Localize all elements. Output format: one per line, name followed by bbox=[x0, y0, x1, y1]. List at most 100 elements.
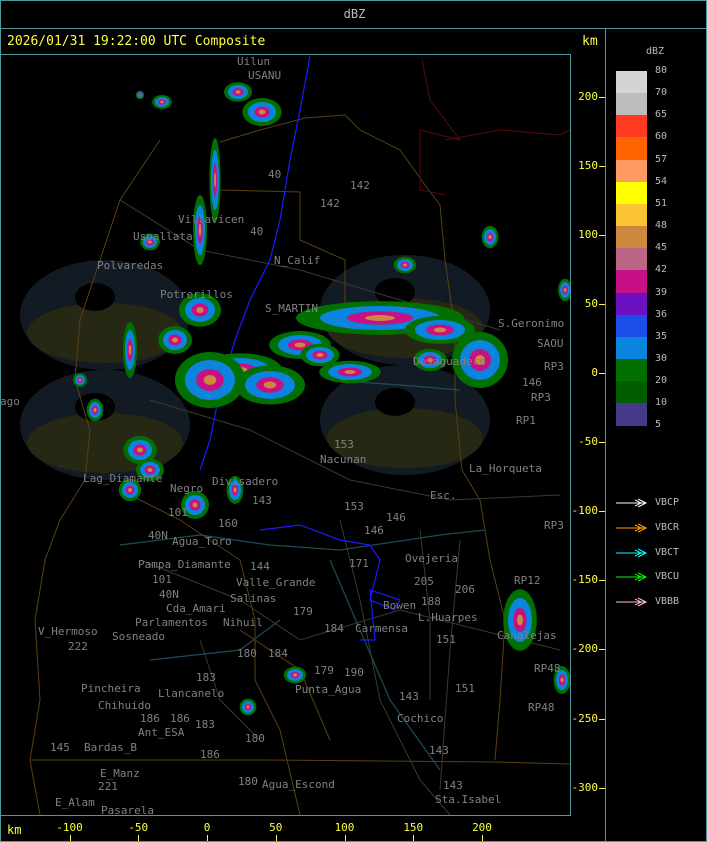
place-label: 180 bbox=[245, 732, 265, 745]
place-label: 205 bbox=[414, 575, 434, 588]
place-label: RP3 bbox=[544, 360, 564, 373]
color-swatch bbox=[616, 403, 647, 426]
place-label: 180 bbox=[238, 775, 258, 788]
place-label: 183 bbox=[196, 671, 216, 684]
radar-name[interactable]: VBCP bbox=[655, 497, 680, 508]
place-label: RP48 bbox=[534, 662, 561, 675]
x-tick-label: -50 bbox=[128, 821, 149, 834]
place-label: Bardas_B bbox=[84, 741, 137, 754]
place-label: RP12 bbox=[514, 574, 541, 587]
y-tick bbox=[599, 234, 605, 236]
place-label: 40N bbox=[148, 529, 168, 542]
place-label: 143 bbox=[429, 744, 449, 757]
place-label: RP3 bbox=[544, 519, 564, 532]
place-label: 101 bbox=[168, 506, 188, 519]
header-title: dBZ bbox=[343, 7, 366, 21]
color-swatch bbox=[616, 248, 647, 271]
echo-peak bbox=[172, 337, 178, 343]
color-swatch bbox=[616, 137, 647, 161]
road bbox=[139, 559, 561, 651]
echo-peak bbox=[78, 378, 82, 382]
place-label: 143 bbox=[443, 779, 463, 792]
place-label: 142 bbox=[350, 179, 370, 192]
echo-peak bbox=[235, 90, 241, 94]
place-label: E_Alam bbox=[55, 796, 95, 809]
scale-label: 48 bbox=[655, 220, 668, 232]
province-boundary bbox=[219, 114, 481, 501]
place-label: 179 bbox=[293, 605, 313, 618]
scale-label: 5 bbox=[655, 419, 662, 431]
echo-peak bbox=[203, 375, 217, 385]
echo-peak bbox=[214, 172, 216, 188]
echo-peak bbox=[196, 307, 204, 313]
place-label: RP3 bbox=[531, 391, 551, 404]
place-label: 184 bbox=[324, 622, 344, 635]
color-swatch bbox=[616, 314, 647, 338]
color-swatch bbox=[616, 115, 647, 138]
timestamp-label: 2026/01/31 19:22:00 UTC Composite bbox=[7, 34, 266, 49]
watermark-logo-eye bbox=[375, 388, 415, 416]
place-label: 179 bbox=[314, 664, 334, 677]
scale-label: 51 bbox=[655, 197, 668, 209]
color-swatch bbox=[616, 358, 647, 382]
place-label: 221 bbox=[98, 780, 118, 793]
radar-arrow-icon bbox=[616, 572, 648, 582]
watermark-logo-lower bbox=[27, 303, 183, 363]
x-tick-label: 0 bbox=[203, 821, 211, 834]
place-label: Salinas bbox=[230, 592, 277, 605]
road bbox=[199, 639, 261, 741]
x-tick-label: 150 bbox=[403, 821, 424, 834]
place-label: RP1 bbox=[516, 414, 536, 427]
scale-label: 70 bbox=[655, 87, 668, 99]
place-label: 146 bbox=[364, 524, 384, 537]
place-label: Bowen bbox=[383, 599, 417, 612]
place-label: Divisadero bbox=[212, 475, 279, 488]
scale-label: 10 bbox=[655, 397, 668, 409]
y-tick-label: -200 bbox=[571, 642, 599, 656]
place-label: RP48 bbox=[528, 701, 555, 714]
place-label: 222 bbox=[68, 640, 88, 653]
y-tick bbox=[599, 511, 605, 513]
road bbox=[419, 529, 431, 700]
echo-peak bbox=[403, 263, 407, 267]
province-boundary bbox=[29, 139, 161, 816]
radar-name[interactable]: VBCU bbox=[655, 571, 680, 583]
echo-peak bbox=[258, 109, 266, 115]
place-label: Negro bbox=[170, 482, 204, 495]
radar-map[interactable] bbox=[0, 0, 571, 816]
place-label: Punta_Agua bbox=[295, 683, 362, 696]
echo-peak bbox=[137, 447, 143, 453]
radar-name[interactable]: VBBB bbox=[655, 596, 680, 608]
radar-name[interactable]: VBCR bbox=[655, 521, 680, 533]
place-label: Uspallata bbox=[133, 230, 193, 243]
scale-label: 54 bbox=[655, 175, 668, 187]
y-tick-label: -100 bbox=[571, 504, 599, 518]
x-tick-label: 50 bbox=[269, 821, 283, 834]
color-swatch bbox=[616, 381, 647, 404]
place-label: Potrerillos bbox=[160, 288, 233, 301]
place-label: S.Geronimo bbox=[498, 317, 565, 330]
place-label: 40 bbox=[250, 225, 264, 238]
radar-name[interactable]: VBCT bbox=[655, 546, 680, 558]
scale-label: 80 bbox=[655, 65, 668, 76]
place-label: Pincheira bbox=[81, 682, 141, 695]
place-label: 151 bbox=[455, 682, 475, 695]
place-label: L.Huarpes bbox=[418, 611, 478, 624]
y-tick-label: -300 bbox=[571, 780, 599, 794]
y-tick bbox=[599, 718, 605, 720]
y-tick bbox=[599, 787, 605, 789]
place-label: SAOU bbox=[537, 337, 564, 350]
place-label: Cochico bbox=[397, 712, 444, 725]
place-label: 188 bbox=[421, 595, 441, 608]
place-label: ago bbox=[0, 395, 20, 408]
place-label: Polvaredas bbox=[97, 259, 164, 272]
echo-peak bbox=[263, 381, 277, 389]
echo-peak bbox=[563, 288, 567, 292]
place-label: 160 bbox=[218, 517, 238, 530]
river bbox=[149, 619, 281, 661]
x-tick-label: 100 bbox=[334, 821, 355, 834]
country-boundary bbox=[444, 129, 571, 141]
color-swatch bbox=[616, 292, 647, 316]
y-tick bbox=[599, 580, 605, 582]
place-label: Valle_Grande bbox=[236, 576, 316, 589]
